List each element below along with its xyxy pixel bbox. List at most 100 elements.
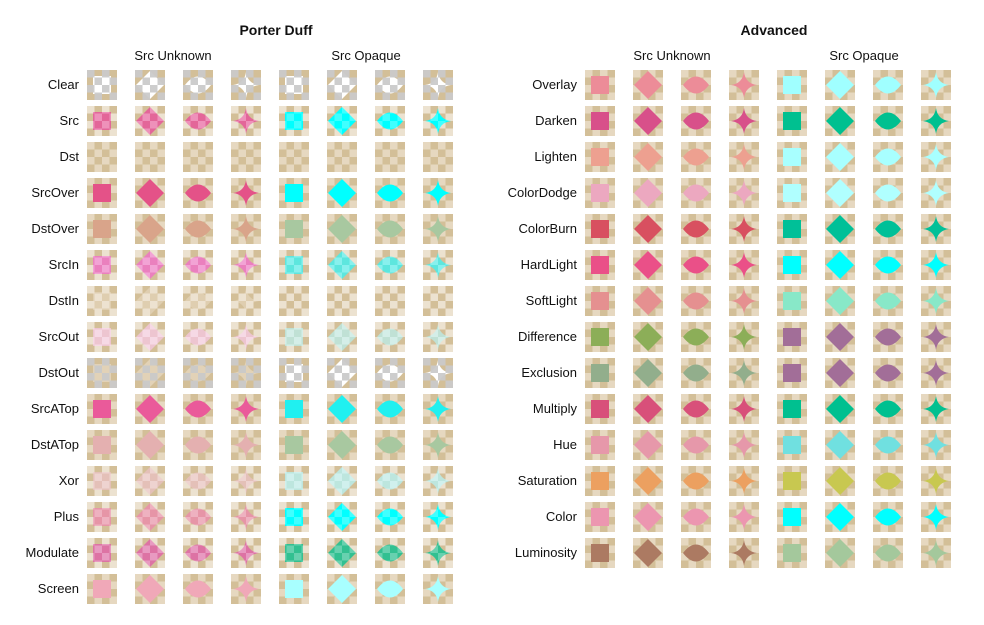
unknown-star-tile (231, 142, 261, 172)
opaque-leaf-tile (375, 394, 405, 424)
square-shape (591, 112, 609, 130)
unknown-star-tile (231, 358, 261, 388)
star-shape (923, 360, 949, 386)
unknown-leaf-tile (681, 250, 711, 280)
diamond-shape (826, 467, 854, 495)
unknown-leaf-tile (681, 178, 711, 208)
leaf-shape (377, 400, 403, 418)
unknown-square-tile (87, 538, 117, 568)
opaque-leaf-tile (873, 250, 903, 280)
square-shape (783, 292, 801, 310)
square-shape (285, 508, 303, 526)
star-shape (233, 180, 259, 206)
opaque-star-tile (423, 142, 453, 172)
unknown-square-tile (585, 394, 615, 424)
star-shape (425, 252, 451, 278)
opaque-leaf-tile (873, 502, 903, 532)
unknown-leaf-tile (183, 286, 213, 316)
opaque-leaf-tile (375, 466, 405, 496)
star-shape (731, 180, 757, 206)
diamond-shape (328, 107, 356, 135)
unknown-diamond-tile (135, 70, 165, 100)
row-label: Dst (59, 149, 80, 164)
unknown-leaf-tile (681, 538, 711, 568)
row-label: Clear (47, 77, 79, 92)
unknown-diamond-tile (135, 574, 165, 604)
star-shape (923, 144, 949, 170)
opaque-diamond-tile (825, 142, 855, 172)
opaque-square-tile (279, 142, 309, 172)
opaque-square-tile (777, 538, 807, 568)
unknown-leaf-tile (183, 142, 213, 172)
opaque-leaf-tile (375, 574, 405, 604)
leaf-shape (377, 256, 403, 274)
unknown-diamond-tile (135, 142, 165, 172)
opaque-star-tile (423, 466, 453, 496)
opaque-square-tile (777, 358, 807, 388)
leaf-shape (377, 328, 403, 346)
square-shape (93, 220, 111, 238)
unknown-leaf-tile (681, 322, 711, 352)
diamond-shape (328, 251, 356, 279)
leaf-shape (185, 436, 211, 454)
opaque-leaf-tile (873, 538, 903, 568)
unknown-diamond-tile (135, 322, 165, 352)
diamond-shape (328, 575, 356, 603)
square-shape (285, 544, 303, 562)
diamond-shape (328, 215, 356, 243)
unknown-leaf-tile (681, 430, 711, 460)
star-shape (731, 396, 757, 422)
square-shape (591, 76, 609, 94)
star-shape (233, 540, 259, 566)
row-label: DstATop (30, 437, 79, 452)
diamond-shape (634, 179, 662, 207)
opaque-leaf-tile (375, 322, 405, 352)
opaque-diamond-tile (825, 250, 855, 280)
star-shape (923, 180, 949, 206)
star-shape (731, 324, 757, 350)
square-shape (285, 328, 303, 346)
star-shape (425, 216, 451, 242)
opaque-diamond-tile (327, 394, 357, 424)
square-shape (783, 436, 801, 454)
unknown-square-tile (87, 178, 117, 208)
opaque-diamond-tile (327, 502, 357, 532)
unknown-diamond-tile (135, 214, 165, 244)
leaf-shape (683, 76, 709, 94)
leaf-shape (683, 472, 709, 490)
row-label: DstOver (31, 221, 79, 236)
diamond-shape (826, 179, 854, 207)
leaf-shape (185, 544, 211, 562)
opaque-star-tile (423, 214, 453, 244)
star-shape (425, 504, 451, 530)
unknown-diamond-tile (633, 538, 663, 568)
square-shape (93, 292, 111, 310)
unknown-square-tile (87, 70, 117, 100)
leaf-shape (875, 148, 901, 166)
unknown-diamond-tile (135, 178, 165, 208)
opaque-star-tile (921, 106, 951, 136)
row-label: Src (59, 113, 80, 128)
star-shape (731, 360, 757, 386)
row-label: DstIn (48, 293, 79, 308)
unknown-square-tile (87, 394, 117, 424)
diamond-shape (634, 107, 662, 135)
unknown-diamond-tile (633, 322, 663, 352)
opaque-diamond-tile (825, 286, 855, 316)
unknown-diamond-tile (633, 70, 663, 100)
unknown-square-tile (87, 358, 117, 388)
opaque-star-tile (423, 394, 453, 424)
star-shape (425, 108, 451, 134)
unknown-leaf-tile (183, 574, 213, 604)
opaque-star-tile (423, 574, 453, 604)
diamond-shape (826, 359, 854, 387)
leaf-shape (683, 148, 709, 166)
square-shape (591, 148, 609, 166)
leaf-shape (875, 436, 901, 454)
opaque-leaf-tile (873, 430, 903, 460)
leaf-shape (683, 544, 709, 562)
unknown-square-tile (585, 430, 615, 460)
opaque-square-tile (279, 538, 309, 568)
star-shape (233, 576, 259, 602)
star-shape (923, 504, 949, 530)
